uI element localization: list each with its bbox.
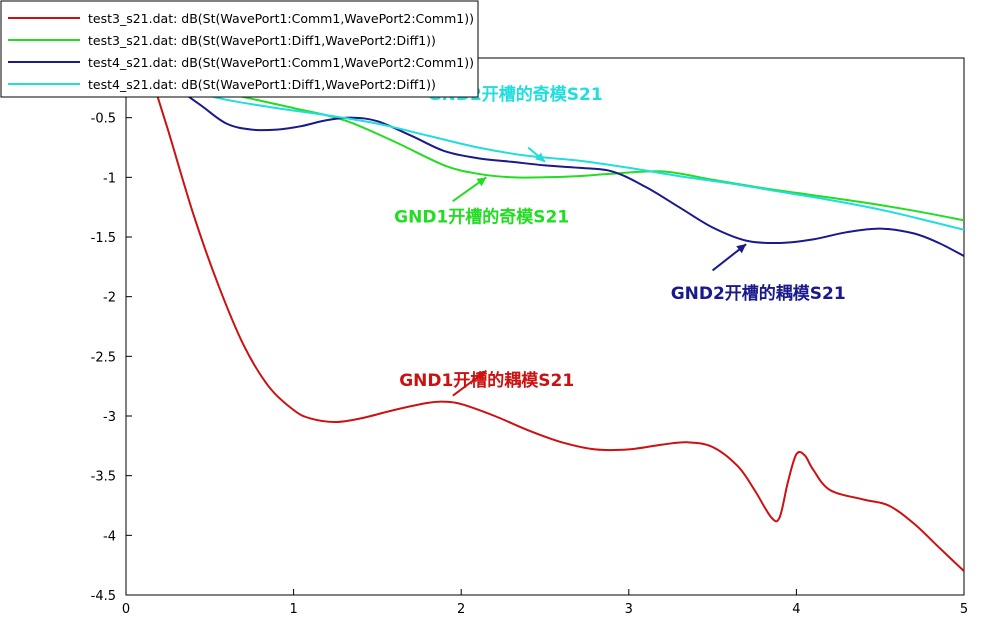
- y-tick-label: -4.5: [91, 589, 116, 604]
- x-tick-label: 0: [122, 602, 130, 617]
- axes: 0 1 2 3 4 5 -0.5 -1 -1.5 -2 -2.5 -3 -3.5 -4 -4.5: [91, 112, 969, 617]
- y-tick-label: -2: [103, 291, 116, 306]
- annotation-arrow-head: [476, 177, 487, 187]
- annotation-arrow-head: [476, 370, 487, 380]
- y-tick-label: -3.5: [91, 470, 116, 485]
- y-tick-label: -3: [103, 410, 116, 425]
- y-tick-label: -2.5: [91, 350, 116, 365]
- plot-area: [125, 57, 965, 596]
- legend-entry-label: test3_s21.dat: dB(St(WavePort1:Diff1,Wav…: [88, 33, 436, 48]
- series-line-3: [175, 86, 964, 257]
- annotation-label: GND1开槽的耦模S21: [399, 370, 574, 391]
- legend-entry-label: test4_s21.dat: dB(St(WavePort1:Diff1,Wav…: [88, 77, 436, 92]
- series-line-1: [150, 75, 964, 572]
- x-tick-label: 4: [792, 602, 800, 617]
- series-layer: [150, 75, 964, 572]
- x-tick-label: 2: [457, 602, 465, 617]
- y-tick-label: -0.5: [91, 112, 116, 127]
- y-tick-label: -1.5: [91, 231, 116, 246]
- annotation-label: GND1开槽的奇模S21: [394, 207, 569, 228]
- legend-entry-label: test4_s21.dat: dB(St(WavePort1:Comm1,Wav…: [88, 55, 474, 70]
- annotation-arrow-head: [535, 152, 545, 162]
- annotation-label: GND2开槽的耦模S21: [671, 283, 846, 304]
- x-tick-label: 3: [625, 602, 633, 617]
- y-tick-label: -1: [103, 171, 116, 186]
- annotation-arrow-head: [736, 244, 747, 254]
- x-tick-label: 5: [960, 602, 968, 617]
- legend-entry-label: test3_s21.dat: dB(St(WavePort1:Comm1,Wav…: [88, 11, 474, 26]
- series-line-4: [176, 86, 964, 231]
- legend[interactable]: test3_s21.dat: dB(St(WavePort1:Comm1,Wav…: [0, 0, 479, 98]
- x-tick-label: 1: [289, 602, 297, 617]
- y-tick-label: -4: [103, 529, 116, 544]
- legend-box: [0, 0, 479, 98]
